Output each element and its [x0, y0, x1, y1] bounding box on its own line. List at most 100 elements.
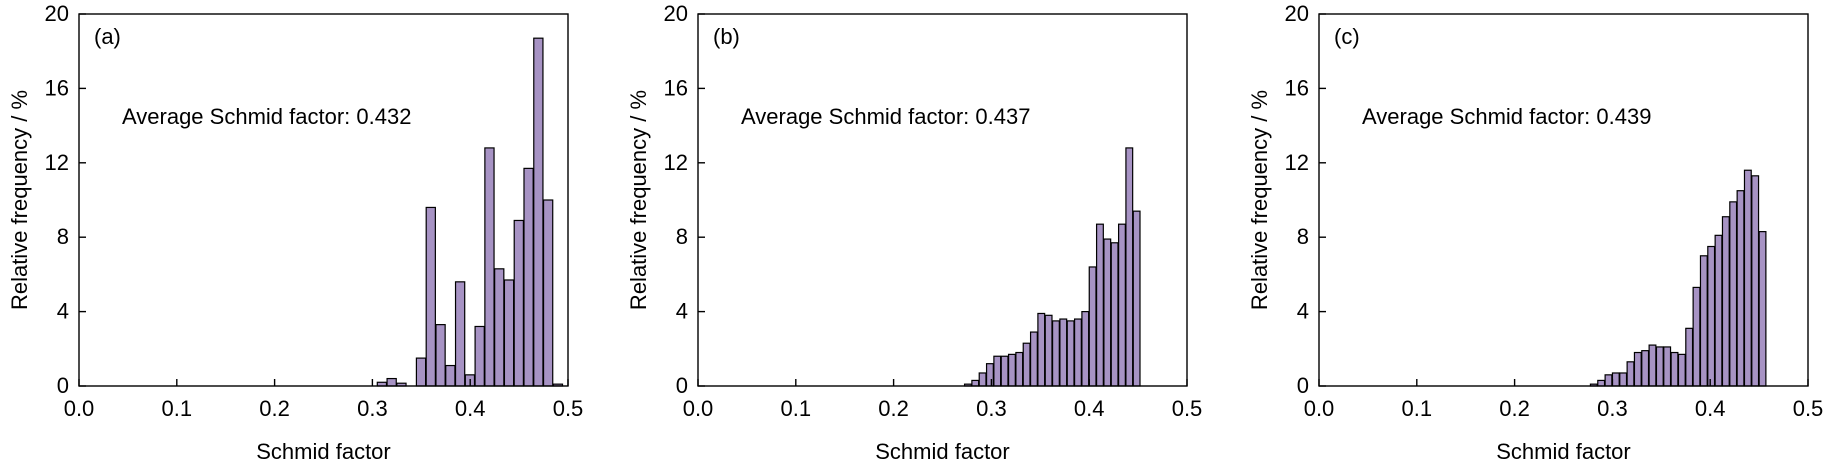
- bar: [1751, 175, 1760, 387]
- bar: [1721, 216, 1730, 387]
- bar: [1707, 245, 1716, 387]
- bar: [1066, 320, 1075, 387]
- y-tick-label: 4: [676, 299, 688, 324]
- x-tick-label: 0.5: [1793, 396, 1824, 421]
- chart-panel-a: 0 4 8 12 16 20 0.0 0.1 0.2 0.3 0.4 0.5 Schmid factor…: [7, 1, 583, 464]
- y-tick-label: 8: [676, 224, 688, 249]
- x-tick-label: 0.4: [1074, 396, 1105, 421]
- x-tick-label: 0.1: [1402, 396, 1433, 421]
- panel-label: (a): [94, 24, 121, 49]
- y-tick-label: 8: [57, 224, 69, 249]
- bar: [533, 37, 544, 387]
- panel-label: (b): [713, 24, 740, 49]
- bar: [1125, 147, 1134, 387]
- bar: [1037, 312, 1046, 387]
- x-tick-label: 0.3: [976, 396, 1007, 421]
- bar: [1677, 353, 1686, 387]
- bar: [1604, 374, 1613, 387]
- chart-panel-b: 0 4 8 12 16 20 0.0 0.1 0.2 0.3 0.4 0.5 Schmid factor…: [626, 1, 1202, 464]
- bar: [1029, 331, 1038, 387]
- bar: [542, 199, 554, 387]
- x-axis-label: Schmid factor: [256, 439, 391, 464]
- bar: [1648, 344, 1657, 387]
- y-axis-label: Relative frequency / %: [1247, 90, 1272, 310]
- x-tick-label: 0.2: [878, 396, 909, 421]
- bar: [503, 279, 515, 387]
- bar: [513, 219, 524, 387]
- y-tick-label: 12: [664, 150, 688, 175]
- bar: [1736, 190, 1745, 387]
- bar: [454, 281, 466, 387]
- plot-frame: [78, 13, 569, 387]
- y-tick-label: 16: [45, 75, 69, 100]
- x-tick-label: 0.0: [683, 396, 714, 421]
- bar: [1670, 351, 1679, 387]
- bar: [1110, 242, 1119, 387]
- x-axis-label: Schmid factor: [1496, 439, 1631, 464]
- bar: [1000, 355, 1009, 387]
- bar: [1103, 238, 1112, 387]
- x-tick-label: 0.0: [64, 396, 95, 421]
- bar: [1073, 318, 1082, 387]
- x-tick-label: 0.3: [1597, 396, 1628, 421]
- bar: [484, 147, 495, 387]
- bar: [1699, 255, 1708, 387]
- average-schmid-annotation: Average Schmid factor: 0.432: [122, 104, 411, 129]
- y-tick-label: 8: [1297, 224, 1309, 249]
- x-tick-label: 0.1: [781, 396, 812, 421]
- bar: [1088, 266, 1097, 387]
- bar: [1081, 311, 1090, 387]
- bar: [1641, 350, 1650, 387]
- plot-frame: [697, 13, 1188, 387]
- bar: [1633, 351, 1642, 387]
- bar: [1619, 372, 1628, 387]
- bar: [1095, 223, 1104, 387]
- bar: [1044, 314, 1053, 387]
- bar: [425, 206, 436, 387]
- y-tick-label: 4: [1297, 299, 1309, 324]
- bar: [1132, 210, 1141, 387]
- x-tick-label: 0.0: [1304, 396, 1335, 421]
- x-tick-label: 0.1: [162, 396, 193, 421]
- plot-frame: [1318, 13, 1809, 387]
- average-schmid-annotation: Average Schmid factor: 0.439: [1362, 104, 1651, 129]
- y-tick-label: 4: [57, 299, 69, 324]
- bar: [1051, 320, 1060, 387]
- bar: [1655, 346, 1664, 387]
- bar: [1611, 372, 1620, 387]
- bar: [435, 324, 446, 387]
- panel-label: (c): [1334, 24, 1360, 49]
- bar: [985, 363, 994, 387]
- x-tick-label: 0.2: [1499, 396, 1530, 421]
- bar: [1022, 342, 1031, 387]
- x-tick-label: 0.2: [259, 396, 290, 421]
- y-tick-label: 16: [664, 75, 688, 100]
- bar: [1685, 327, 1694, 387]
- x-tick-label: 0.4: [1695, 396, 1726, 421]
- bar: [1007, 353, 1016, 387]
- bar: [1597, 379, 1606, 387]
- y-axis-label: Relative frequency / %: [7, 90, 32, 310]
- x-tick-label: 0.5: [1172, 396, 1203, 421]
- bar: [1663, 346, 1672, 387]
- y-tick-label: 16: [1285, 75, 1309, 100]
- average-schmid-annotation: Average Schmid factor: 0.437: [741, 104, 1030, 129]
- y-tick-label: 12: [1285, 150, 1309, 175]
- bar: [494, 268, 505, 387]
- bar: [1117, 223, 1126, 387]
- x-tick-label: 0.5: [553, 396, 584, 421]
- x-tick-label: 0.3: [357, 396, 388, 421]
- bar: [1015, 351, 1024, 387]
- bar: [1758, 231, 1767, 387]
- bar: [1626, 361, 1635, 387]
- bar: [1743, 169, 1752, 387]
- bar: [415, 357, 427, 387]
- y-tick-label: 12: [45, 150, 69, 175]
- bar: [445, 364, 456, 387]
- x-axis-label: Schmid factor: [875, 439, 1010, 464]
- bar: [993, 355, 1002, 387]
- bar: [1692, 286, 1701, 387]
- y-tick-label: 0: [1297, 373, 1309, 398]
